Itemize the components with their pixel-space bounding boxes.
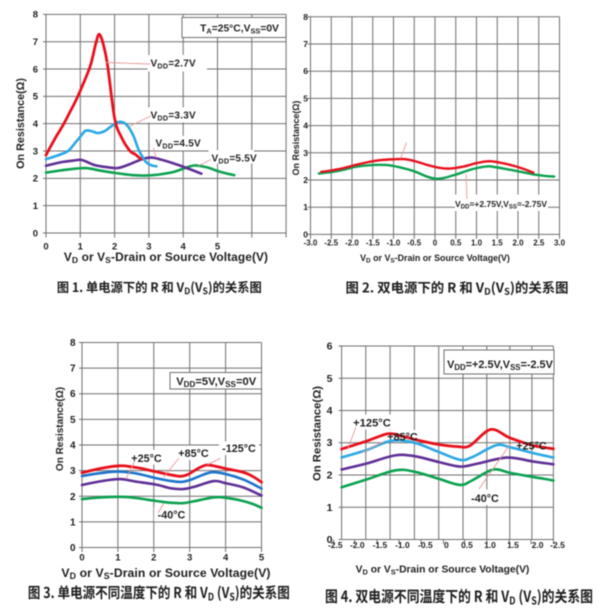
svg-text:VDD​=2.7V: VDD​=2.7V: [151, 59, 197, 71]
svg-text:+25°C: +25°C: [131, 453, 162, 465]
svg-text:2.0: 2.0: [512, 239, 524, 248]
svg-text:6: 6: [303, 66, 308, 76]
svg-text:0: 0: [33, 228, 38, 239]
svg-text:6: 6: [70, 389, 76, 400]
svg-text:1: 1: [78, 242, 84, 253]
svg-text:5: 5: [327, 373, 333, 385]
svg-text:0: 0: [70, 543, 76, 554]
svg-text:2.0: 2.0: [532, 540, 544, 550]
svg-text:TA​=25°C,VSS​=0V: TA​=25°C,VSS​=0V: [200, 24, 279, 36]
svg-text:2: 2: [327, 470, 333, 482]
svg-text:0.5: 0.5: [450, 239, 462, 248]
svg-text:4: 4: [70, 441, 76, 452]
svg-text:On Resistance(Ω): On Resistance(Ω): [291, 101, 301, 176]
svg-text:3: 3: [303, 148, 308, 158]
svg-text:On Resistance(Ω): On Resistance(Ω): [15, 78, 27, 169]
svg-text:1: 1: [303, 202, 308, 212]
svg-text:0: 0: [303, 229, 308, 239]
svg-text:-1.0: -1.0: [395, 540, 410, 550]
svg-text:2: 2: [70, 492, 76, 503]
svg-text:3: 3: [146, 242, 151, 253]
svg-text:7: 7: [33, 37, 38, 48]
svg-text:3: 3: [33, 146, 38, 157]
svg-text:5: 5: [33, 92, 39, 103]
svg-text:4: 4: [303, 121, 308, 131]
svg-text:VDD​=+2.75V,VSS​=-2.75V: VDD​=+2.75V,VSS​=-2.75V: [455, 199, 547, 211]
svg-text:5: 5: [303, 93, 308, 103]
svg-text:2: 2: [33, 174, 38, 185]
svg-text:4: 4: [327, 405, 333, 417]
svg-text:2: 2: [112, 242, 117, 253]
svg-text:+25°C: +25°C: [516, 441, 547, 453]
svg-text:-40°C: -40°C: [471, 493, 499, 505]
svg-text:+125°C: +125°C: [353, 418, 391, 430]
svg-text:-0.5: -0.5: [418, 540, 433, 550]
svg-text:0: 0: [79, 553, 84, 564]
svg-text:-2.0: -2.0: [350, 540, 365, 550]
svg-text:7: 7: [70, 364, 76, 375]
svg-text:1: 1: [327, 502, 333, 514]
svg-text:6: 6: [33, 64, 38, 75]
svg-text:+85°C: +85°C: [387, 432, 418, 444]
svg-text:4: 4: [223, 553, 229, 564]
svg-text:8: 8: [303, 12, 308, 22]
svg-text:-125°C: -125°C: [222, 443, 256, 455]
svg-text:2: 2: [151, 553, 156, 564]
svg-text:1.0: 1.0: [471, 239, 483, 248]
svg-text:VDD​=5.5V: VDD​=5.5V: [212, 154, 258, 166]
svg-text:8: 8: [33, 10, 38, 21]
svg-text:+85°C: +85°C: [178, 448, 209, 460]
svg-text:5: 5: [70, 415, 76, 426]
svg-text:1.5: 1.5: [507, 540, 519, 550]
svg-text:4: 4: [33, 119, 39, 130]
svg-text:On Resistance(Ω): On Resistance(Ω): [312, 386, 324, 481]
svg-text:-2.5: -2.5: [324, 239, 338, 248]
svg-text:0: 0: [444, 540, 449, 550]
svg-text:2.5: 2.5: [533, 239, 545, 248]
svg-text:0: 0: [327, 534, 333, 546]
svg-text:-1.5: -1.5: [373, 540, 388, 550]
svg-text:-1.0: -1.0: [387, 239, 401, 248]
svg-text:-2.0: -2.0: [345, 239, 359, 248]
svg-text:2: 2: [303, 175, 308, 185]
svg-text:-3.0: -3.0: [304, 239, 318, 248]
svg-text:VDD​=3.3V: VDD​=3.3V: [151, 111, 197, 123]
svg-text:VD​ or VS​-Drain or Source Vol: VD​ or VS​-Drain or Source Voltage(V): [360, 253, 510, 265]
svg-text:VD​ or VS​-Drain or Source Vol: VD​ or VS​-Drain or Source Voltage(V): [61, 566, 270, 581]
svg-text:1.5: 1.5: [492, 239, 504, 248]
svg-text:5: 5: [259, 553, 265, 564]
svg-text:0.5: 0.5: [461, 540, 473, 550]
svg-text:VDD​=+2.5V,VSS​=-2.5V: VDD​=+2.5V,VSS​=-2.5V: [447, 359, 553, 372]
svg-text:VDD​=5V,VSS​=0V: VDD​=5V,VSS​=0V: [176, 376, 257, 389]
svg-text:-40°C: -40°C: [158, 510, 186, 522]
svg-text:VDD​=4.5V: VDD​=4.5V: [156, 139, 202, 151]
svg-text:3: 3: [70, 466, 76, 477]
svg-text:0: 0: [433, 239, 438, 248]
svg-text:On Resistance(Ω): On Resistance(Ω): [55, 387, 66, 471]
svg-text:1.0: 1.0: [484, 540, 496, 550]
svg-text:1: 1: [33, 201, 39, 212]
svg-text:VD​ or VS​-Drain or Source Vol: VD​ or VS​-Drain or Source Voltage(V): [356, 565, 530, 577]
svg-text:VD​ or VS​-Drain or Source Vol: VD​ or VS​-Drain or Source Voltage(V): [64, 250, 268, 265]
svg-text:8: 8: [70, 338, 76, 349]
svg-text:4: 4: [181, 242, 187, 253]
svg-text:3: 3: [327, 437, 333, 449]
svg-text:3: 3: [187, 553, 192, 564]
svg-text:0: 0: [43, 242, 48, 253]
svg-text:1: 1: [115, 553, 121, 564]
svg-text:6: 6: [327, 341, 333, 353]
svg-text:5: 5: [215, 242, 221, 253]
svg-text:7: 7: [303, 39, 308, 49]
svg-text:-2.5: -2.5: [550, 540, 565, 550]
svg-text:-1.5: -1.5: [366, 239, 380, 248]
svg-text:1: 1: [70, 517, 76, 528]
svg-text:-0.5: -0.5: [407, 239, 421, 248]
svg-text:3.0: 3.0: [554, 239, 566, 248]
svg-text:-2.5: -2.5: [328, 540, 343, 550]
